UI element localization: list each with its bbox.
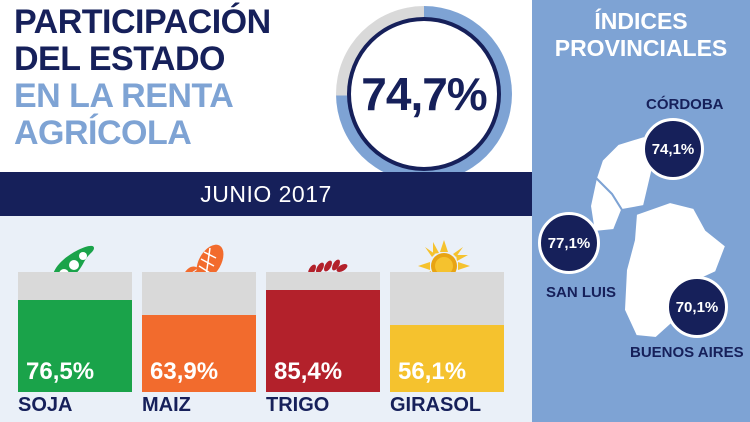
crop-bar-fill [18,300,132,392]
crop-bar-soja: 76,5% [18,272,132,392]
province-value: 74,1% [651,140,695,158]
province-value: 77,1% [547,234,591,252]
province-name: CÓRDOBA [646,96,724,113]
crop-value: 56,1% [398,358,467,385]
province-name: SAN LUIS [546,284,617,301]
title-line-1: PARTICIPACIÓN [14,3,271,41]
provinces-title-line-2: PROVINCIALES [554,35,728,61]
title-line-2: DEL ESTADO [14,40,225,78]
crop-bar-girasol: 56,1% [390,272,504,392]
province-circle-san-luis: 77,1% [538,212,600,274]
provinces-title: ÍNDICES PROVINCIALES [532,8,750,62]
province-circle-cordoba: 74,1% [642,118,704,180]
page-title: PARTICIPACIÓN DEL ESTADO EN LA RENTA AGR… [14,4,271,152]
total-percentage-value: 74,7% [361,68,487,120]
crop-value: 85,4% [274,358,343,385]
crop-value: 63,9% [150,358,219,385]
crop-name: MAIZ [142,394,191,416]
total-percentage-circle: 74,7% [347,17,501,171]
provinces-title-line-1: ÍNDICES [594,8,688,34]
crop-value: 76,5% [26,358,95,385]
province-value: 70,1% [675,298,719,316]
crop-name: TRIGO [266,394,330,416]
crop-bar-fill [266,289,380,392]
date-label: JUNIO 2017 [200,180,332,207]
crop-bar-trigo: 85,4% [266,272,380,392]
crop-bar-fill [142,315,256,392]
province-name: BUENOS AIRES [630,344,744,361]
crop-name: GIRASOL [390,394,482,416]
crop-name: SOJA [18,394,73,416]
crop-bar-fill [390,324,504,392]
date-banner: JUNIO 2017 [0,172,532,216]
provinces-panel [532,0,750,422]
crop-bar-maiz: 63,9% [142,272,256,392]
province-circle-buenos-aires: 70,1% [666,276,728,338]
title-line-4: AGRÍCOLA [14,114,192,152]
title-line-3: EN LA RENTA [14,77,234,115]
